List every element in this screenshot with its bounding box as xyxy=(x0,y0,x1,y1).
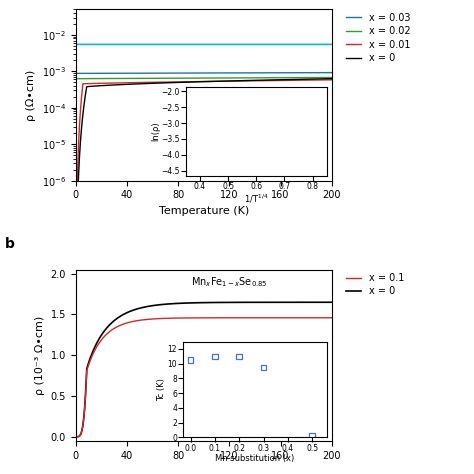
x = 0 xyxy=(102,82,108,88)
x = 0 xyxy=(172,301,177,306)
x = 0.02 xyxy=(182,75,188,81)
x = 0.1 xyxy=(182,315,188,321)
x = 0.02 xyxy=(172,75,177,81)
Legend: x = 0.03, x = 0.02, x = 0.01, x = 0: x = 0.03, x = 0.02, x = 0.01, x = 0 xyxy=(344,11,412,65)
x = 0 xyxy=(73,297,79,302)
x = 0.01 xyxy=(296,77,302,83)
x = 0.02 xyxy=(324,74,329,80)
Text: Mn$_x$Fe$_{1-x}$Se$_{0.85}$: Mn$_x$Fe$_{1-x}$Se$_{0.85}$ xyxy=(191,275,268,289)
x = 0.1 xyxy=(324,315,329,320)
x = 0 xyxy=(324,300,329,305)
x = 0 xyxy=(102,327,108,332)
x = 0 xyxy=(182,79,188,85)
x = 0 xyxy=(118,82,123,88)
x = 0.03 xyxy=(324,70,329,75)
x = 0.1 xyxy=(118,322,123,328)
x = 0.03 xyxy=(182,70,188,76)
Line: x = 0: x = 0 xyxy=(76,302,332,437)
x = 0.01 xyxy=(118,80,123,86)
x = 0 xyxy=(296,76,302,82)
x = 0.02 xyxy=(118,76,123,82)
x = 0.03 xyxy=(73,71,79,76)
Line: x = 0.1: x = 0.1 xyxy=(76,318,332,437)
x = 0 xyxy=(118,313,123,319)
x = 0.02 xyxy=(102,76,108,82)
x = 0.02 xyxy=(296,75,302,81)
x = 0.1 xyxy=(296,315,302,320)
x = 0.1 xyxy=(102,333,108,338)
x = 0 xyxy=(296,300,302,305)
Y-axis label: ρ (10⁻³ Ω•cm): ρ (10⁻³ Ω•cm) xyxy=(35,316,45,395)
x = 0.01 xyxy=(182,79,188,84)
Legend: x = 0.1, x = 0: x = 0.1, x = 0 xyxy=(344,271,406,298)
x = 0.03 xyxy=(296,70,302,75)
Line: x = 0.02: x = 0.02 xyxy=(76,77,332,79)
Text: b: b xyxy=(5,237,15,251)
x = 0.1 xyxy=(329,315,335,320)
x = 0 xyxy=(182,300,188,306)
X-axis label: Temperature (K): Temperature (K) xyxy=(159,206,249,216)
Line: x = 0.01: x = 0.01 xyxy=(76,80,332,268)
x = 0.1 xyxy=(73,434,79,439)
x = 0 xyxy=(329,300,335,305)
x = 0.1 xyxy=(172,315,177,321)
x = 0.01 xyxy=(324,77,329,83)
x = 0 xyxy=(324,76,329,82)
x = 0.03 xyxy=(329,70,335,75)
x = 0 xyxy=(73,434,79,439)
x = 0.02 xyxy=(73,76,79,82)
x = 0.01 xyxy=(102,80,108,86)
x = 0.01 xyxy=(172,79,177,85)
x = 0.03 xyxy=(172,70,177,76)
x = 0.03 xyxy=(118,71,123,76)
x = 0 xyxy=(172,80,177,85)
x = 0 xyxy=(329,76,335,82)
Line: x = 0: x = 0 xyxy=(76,79,332,300)
x = 0.02 xyxy=(329,74,335,80)
x = 0.01 xyxy=(73,265,79,271)
x = 0.01 xyxy=(329,77,335,82)
Y-axis label: ρ (Ω•cm): ρ (Ω•cm) xyxy=(27,69,36,121)
x = 0.03 xyxy=(102,71,108,76)
